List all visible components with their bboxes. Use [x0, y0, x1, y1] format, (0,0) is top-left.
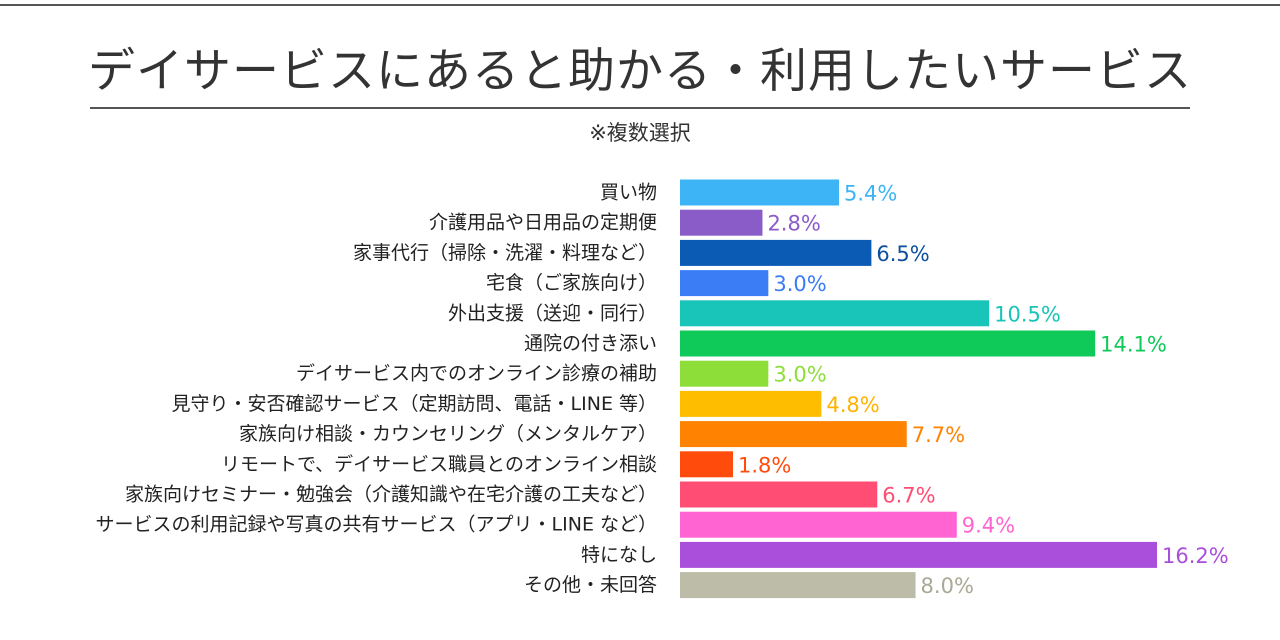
category-label: その他・未回答 — [524, 574, 657, 596]
bar — [680, 179, 839, 206]
value-label: 3.0% — [773, 363, 826, 387]
bar — [680, 239, 872, 266]
bar — [680, 511, 957, 538]
bar — [680, 300, 990, 327]
bar — [680, 572, 916, 599]
category-label: 特になし — [581, 544, 657, 566]
bar — [680, 270, 769, 297]
value-label: 16.2% — [1162, 544, 1229, 568]
bar — [680, 541, 1157, 568]
category-label: 家族向けセミナー・勉強会（介護知識や在宅介護の工夫など） — [125, 484, 657, 506]
category-label: 買い物 — [600, 182, 657, 204]
category-label: 家族向け相談・カウンセリング（メンタルケア） — [239, 423, 657, 445]
value-label: 8.0% — [921, 574, 974, 598]
category-label: 家事代行（掃除・洗濯・料理など） — [353, 242, 657, 264]
category-label: 外出支援（送迎・同行） — [448, 302, 657, 324]
category-label: デイサービス内でのオンライン診療の補助 — [296, 363, 657, 385]
category-label: サービスの利用記録や写真の共有サービス（アプリ・LINE など） — [96, 514, 657, 536]
value-label: 2.8% — [767, 212, 820, 236]
value-label: 4.8% — [826, 393, 879, 417]
category-label: 通院の付き添い — [524, 333, 657, 355]
value-label: 14.1% — [1100, 333, 1167, 357]
bar — [680, 451, 733, 478]
value-label: 10.5% — [994, 302, 1061, 326]
chart-subtitle: ※複数選択 — [589, 121, 691, 145]
value-label: 1.8% — [738, 453, 791, 477]
value-label: 5.4% — [844, 182, 897, 206]
value-label: 7.7% — [912, 423, 965, 447]
value-label: 6.5% — [876, 242, 929, 266]
bar — [680, 390, 822, 417]
bar — [680, 421, 907, 448]
value-label: 6.7% — [882, 484, 935, 508]
value-label: 9.4% — [962, 514, 1015, 538]
top-rule — [0, 4, 1280, 6]
bar — [680, 330, 1096, 357]
title-underline — [90, 107, 1190, 109]
value-label: 3.0% — [773, 272, 826, 296]
bar — [680, 481, 878, 508]
category-label: 介護用品や日用品の定期便 — [429, 212, 657, 234]
bar — [680, 360, 769, 387]
chart-title: デイサービスにあると助かる・利用したいサービス — [88, 44, 1192, 99]
category-label: リモートで、デイサービス職員とのオンライン相談 — [221, 453, 657, 475]
category-label: 宅食（ご家族向け） — [486, 272, 657, 294]
category-label: 見守り・安否確認サービス（定期訪問、電話・LINE 等） — [172, 393, 657, 415]
bar — [680, 209, 763, 236]
